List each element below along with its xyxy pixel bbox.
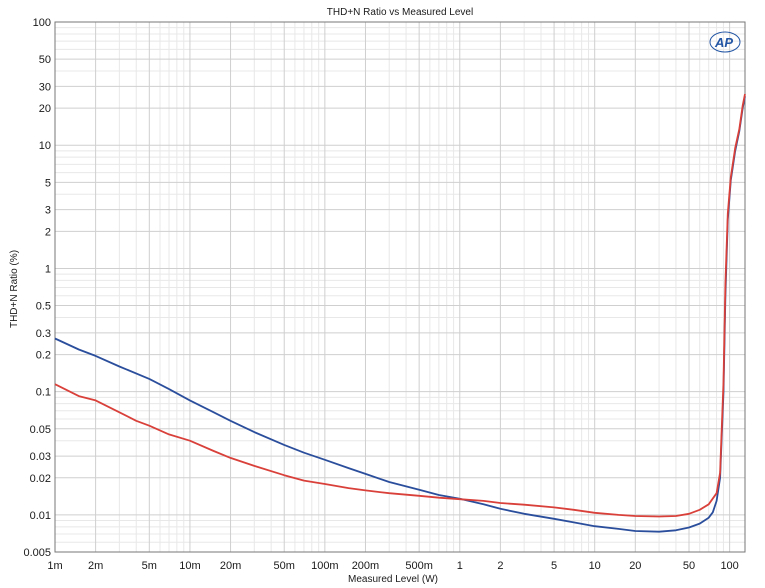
y-tick-label: 100 — [33, 17, 51, 29]
y-tick-label: 0.02 — [30, 473, 51, 485]
x-tick-label: 10m — [179, 560, 200, 572]
y-tick-label: 2 — [45, 226, 51, 238]
y-axis-label: THD+N Ratio (%) — [9, 250, 20, 328]
x-tick-label: 100 — [720, 560, 738, 572]
series-line-2 — [54, 93, 746, 518]
chart-title: THD+N Ratio vs Measured Level — [327, 7, 473, 18]
series-layer — [54, 93, 746, 533]
x-tick-label: 10 — [589, 560, 601, 572]
y-tick-label: 5 — [45, 177, 51, 189]
x-tick-label: 2m — [88, 560, 103, 572]
x-tick-label: 20 — [629, 560, 641, 572]
minor-grid — [55, 22, 745, 552]
x-tick-label: 200m — [352, 560, 380, 572]
y-tick-label: 0.05 — [30, 424, 51, 436]
plot-frame — [54, 21, 746, 553]
x-tick-label: 50m — [274, 560, 295, 572]
x-tick-label: 20m — [220, 560, 241, 572]
y-tick-label: 0.5 — [36, 301, 51, 313]
y-tick-label: 0.005 — [23, 547, 51, 559]
y-tick-label: 50 — [39, 54, 51, 66]
x-tick-label: 5m — [142, 560, 157, 572]
y-tick-label: 20 — [39, 103, 51, 115]
ap-logo: AP — [709, 31, 741, 53]
x-tick-label: 500m — [405, 560, 433, 572]
y-tick-label: 3 — [45, 205, 51, 217]
y-tick-label: 0.1 — [36, 387, 51, 399]
y-tick-label: 1 — [45, 263, 51, 275]
y-tick-label: 0.01 — [30, 510, 51, 522]
y-tick-label: 0.3 — [36, 328, 51, 340]
x-tick-label: 1 — [457, 560, 463, 572]
x-tick-labels: 1m 2m 5m 10m 20m 50m 100m 200m 500m 1 2 5 10 20 50 100 — [47, 560, 738, 572]
y-tick-label: 10 — [39, 140, 51, 152]
y-tick-label: 30 — [39, 81, 51, 93]
y-tick-label: 0.2 — [36, 350, 51, 362]
x-axis-label: Measured Level (W) — [348, 574, 438, 585]
x-tick-label: 2 — [497, 560, 503, 572]
x-tick-label: 1m — [47, 560, 62, 572]
x-tick-label: 100m — [311, 560, 339, 572]
y-tick-labels: 100 50 30 20 10 5 3 2 1 0.5 0.3 0.2 0.1 0.05 0.03 0.02 0… — [23, 17, 51, 559]
x-tick-label: 5 — [551, 560, 557, 572]
y-tick-label: 0.03 — [30, 451, 51, 463]
ap-logo-ring — [709, 31, 741, 53]
x-tick-label: 50 — [683, 560, 695, 572]
ap-logo-text: AP — [714, 35, 733, 50]
